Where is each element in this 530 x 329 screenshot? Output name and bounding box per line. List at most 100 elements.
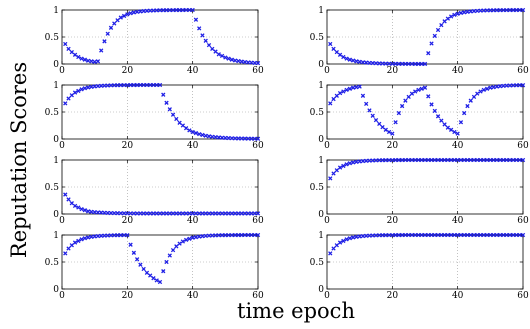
data-point [69, 49, 74, 55]
data-point [89, 84, 94, 89]
data-point [462, 232, 467, 238]
data-point [520, 7, 526, 13]
data-point [350, 235, 356, 240]
data-point [364, 158, 369, 163]
data-point [108, 25, 114, 30]
data-point [419, 61, 424, 67]
data-point [95, 83, 101, 89]
data-point [223, 233, 228, 238]
data-point [190, 235, 195, 240]
data-point [494, 157, 500, 163]
panel-6: 0 20 40 60 0 0.5 1 [310, 156, 529, 226]
data-point [413, 61, 418, 67]
data-point [439, 232, 444, 238]
data-point [337, 240, 343, 245]
data-point [380, 124, 385, 130]
data-point [475, 8, 480, 14]
data-point [511, 7, 516, 13]
data-point [138, 211, 143, 216]
data-point [406, 157, 411, 163]
data-point [167, 211, 172, 216]
data-point [226, 135, 231, 141]
data-point [435, 27, 441, 33]
data-point [226, 56, 231, 61]
y-tick-label: 0 [53, 60, 59, 70]
data-point [203, 133, 208, 138]
data-point [491, 157, 496, 163]
data-point [507, 7, 513, 13]
data-point [386, 157, 392, 163]
data-point [386, 61, 392, 66]
data-point [239, 59, 244, 64]
data-point [445, 125, 451, 130]
data-point [72, 240, 78, 245]
data-point [69, 201, 74, 206]
data-point [475, 157, 480, 163]
data-point [491, 85, 496, 90]
data-point [232, 211, 238, 216]
data-point [399, 232, 405, 238]
data-point [112, 233, 117, 238]
data-point [360, 60, 366, 65]
x-tick-label: 40 [452, 291, 464, 301]
data-point [232, 232, 238, 238]
data-point [232, 58, 238, 63]
data-point [66, 246, 71, 251]
x-tick-label: 40 [452, 66, 464, 76]
y-tick-label: 0.5 [45, 108, 60, 118]
data-point [347, 236, 353, 241]
data-point [79, 87, 84, 92]
data-point [72, 203, 78, 209]
data-point [89, 234, 94, 239]
data-point [484, 8, 490, 13]
y-tick-label: 1 [318, 231, 324, 241]
data-point [416, 61, 421, 67]
data-point [112, 83, 117, 88]
data-point [396, 157, 402, 163]
data-point [350, 85, 356, 90]
data-point [144, 270, 150, 275]
data-point [396, 110, 402, 116]
data-point [494, 8, 500, 13]
data-point [462, 10, 467, 15]
data-point [331, 171, 336, 176]
data-point [82, 86, 88, 91]
data-point [141, 82, 146, 88]
data-point [328, 41, 333, 47]
data-point [452, 157, 457, 163]
data-point [138, 9, 143, 14]
data-point [337, 52, 343, 57]
data-point [76, 88, 81, 94]
data-point [390, 157, 395, 163]
data-point [242, 232, 248, 238]
data-point [383, 127, 388, 132]
data-point [403, 98, 408, 103]
data-point [383, 61, 388, 66]
data-point [255, 232, 261, 238]
data-point [435, 232, 441, 238]
data-point [148, 82, 153, 88]
data-point [344, 56, 349, 61]
data-point [393, 157, 398, 163]
data-point [393, 232, 398, 238]
data-point [125, 232, 130, 238]
data-point [471, 232, 477, 238]
data-point [413, 232, 418, 238]
data-point [249, 60, 254, 65]
data-point [102, 233, 107, 238]
data-point [223, 55, 228, 60]
data-point [125, 211, 130, 216]
data-point [236, 211, 241, 216]
data-point [445, 232, 451, 238]
plot-frame [61, 9, 259, 65]
x-tick-label: 60 [517, 291, 529, 301]
data-point [239, 232, 244, 238]
data-point [390, 131, 395, 136]
data-point [213, 49, 218, 54]
data-point [465, 9, 470, 14]
data-point [180, 7, 186, 13]
y-tick-label: 1 [318, 156, 324, 166]
data-point [255, 211, 261, 216]
data-point [511, 232, 516, 238]
data-point [354, 59, 359, 64]
